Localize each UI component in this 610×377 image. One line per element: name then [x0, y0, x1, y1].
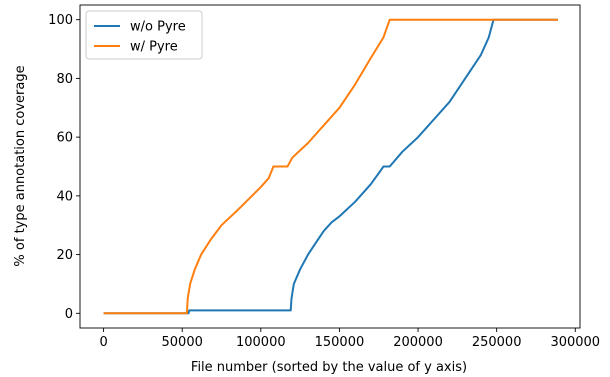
legend-label-1: w/ Pyre	[130, 40, 178, 55]
x-tick-label: 300000	[550, 335, 600, 350]
y-tick-label: 20	[56, 248, 73, 263]
x-tick-label: 150000	[315, 335, 365, 350]
x-axis-title: File number (sorted by the value of y ax…	[191, 360, 467, 375]
y-axis: 0 20 40 60 80 100	[48, 13, 80, 322]
series-layer	[103, 18, 558, 315]
y-axis-title: % of type annotation coverage	[13, 65, 28, 266]
series-line-0	[103, 18, 558, 315]
y-tick-label: 60	[56, 131, 73, 146]
y-tick-label: 0	[65, 307, 73, 322]
legend: w/o Pyre w/ Pyre	[85, 10, 203, 60]
x-tick-label: 100000	[236, 335, 286, 350]
legend-label-0: w/o Pyre	[130, 20, 186, 35]
y-tick-label: 40	[56, 189, 73, 204]
x-tick-label: 50000	[162, 335, 203, 350]
y-tick-label: 100	[48, 13, 73, 28]
y-tick-label: 80	[56, 72, 73, 87]
x-tick-label: 250000	[472, 335, 522, 350]
series-line-1	[103, 18, 558, 315]
x-axis: 0 50000 100000 150000 200000 250000 300000	[99, 328, 600, 350]
x-tick-label: 200000	[393, 335, 443, 350]
x-tick-label: 0	[99, 335, 107, 350]
